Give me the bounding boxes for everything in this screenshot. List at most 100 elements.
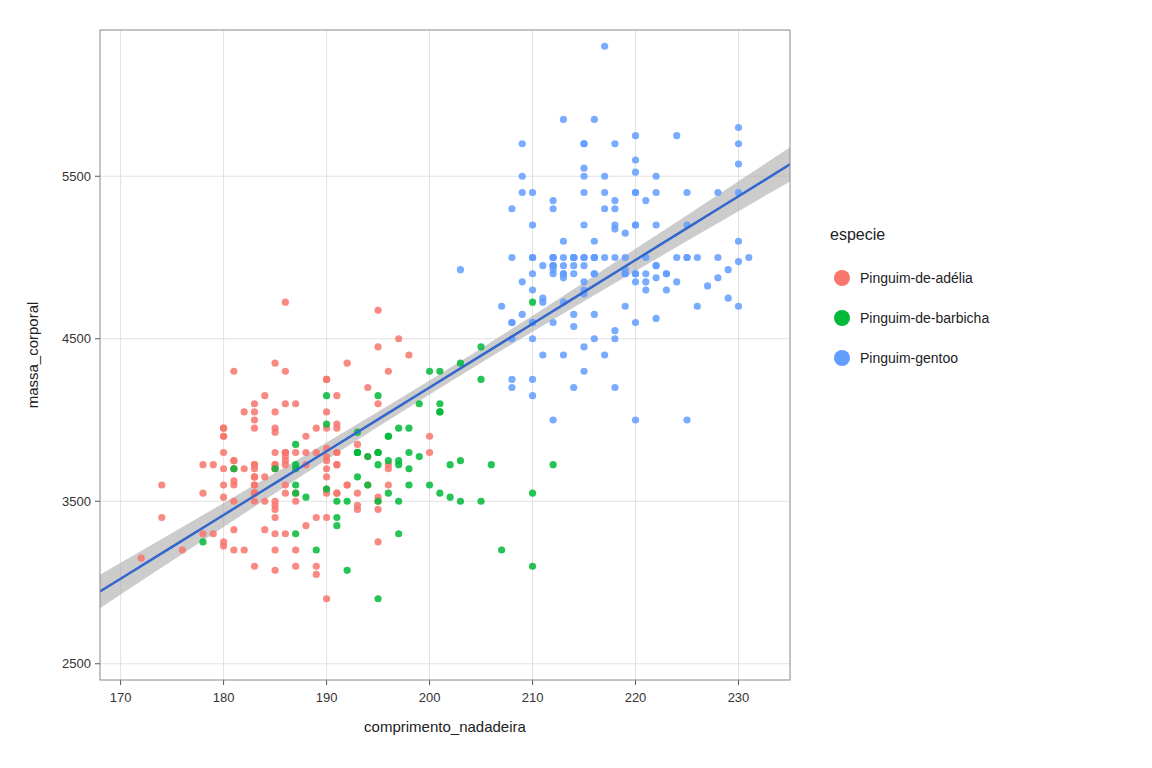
point (580, 262, 587, 269)
point (354, 449, 361, 456)
point (601, 351, 608, 358)
point (333, 420, 340, 427)
point (333, 490, 340, 497)
grid-line (635, 30, 636, 680)
point (663, 270, 670, 277)
point (591, 254, 598, 261)
point (220, 542, 227, 549)
point (529, 254, 536, 261)
point (271, 408, 278, 415)
point (642, 270, 649, 277)
point (529, 254, 536, 261)
tick-label: 4500 (62, 331, 91, 346)
point (199, 461, 206, 468)
point (292, 530, 299, 537)
point (416, 400, 423, 407)
point (529, 299, 536, 306)
point (519, 140, 526, 147)
point (714, 254, 721, 261)
point (714, 274, 721, 281)
point (704, 282, 711, 289)
point (611, 254, 618, 261)
point (632, 156, 639, 163)
point (405, 481, 412, 488)
point (302, 494, 309, 501)
point (673, 254, 680, 261)
point (694, 303, 701, 310)
point (241, 465, 248, 472)
point (313, 563, 320, 570)
point (241, 546, 248, 553)
point (374, 461, 381, 468)
point (271, 567, 278, 574)
point (220, 449, 227, 456)
point (436, 408, 443, 415)
point (282, 449, 289, 456)
point (508, 205, 515, 212)
point (220, 481, 227, 488)
point (436, 490, 443, 497)
point (642, 197, 649, 204)
point (580, 254, 587, 261)
legend-marker (834, 350, 850, 366)
point (364, 453, 371, 460)
tick-label: 5500 (62, 169, 91, 184)
point (292, 461, 299, 468)
point (158, 481, 165, 488)
point (344, 498, 351, 505)
point (220, 494, 227, 501)
point (539, 262, 546, 269)
point (632, 169, 639, 176)
point (405, 465, 412, 472)
point (591, 270, 598, 277)
tick-mark (120, 680, 121, 685)
point (230, 465, 237, 472)
point (508, 376, 515, 383)
point (529, 563, 536, 570)
point (364, 481, 371, 488)
point (385, 368, 392, 375)
point (302, 433, 309, 440)
point (251, 481, 258, 488)
point (374, 343, 381, 350)
point (282, 368, 289, 375)
point (374, 506, 381, 513)
point (735, 258, 742, 265)
point (271, 465, 278, 472)
point (323, 465, 330, 472)
point (632, 221, 639, 228)
tick-mark (429, 680, 430, 685)
point (529, 490, 536, 497)
point (405, 351, 412, 358)
grid-line (100, 501, 790, 502)
point (539, 299, 546, 306)
point (683, 416, 690, 423)
point (251, 400, 258, 407)
confidence-band (100, 147, 790, 608)
point (683, 189, 690, 196)
tick-label: 200 (419, 690, 441, 705)
point (251, 461, 258, 468)
point (344, 481, 351, 488)
tick-label: 170 (110, 690, 132, 705)
point (251, 481, 258, 488)
point (653, 189, 660, 196)
point (611, 225, 618, 232)
point (611, 327, 618, 334)
point (374, 449, 381, 456)
point (622, 303, 629, 310)
point (550, 254, 557, 261)
point (570, 323, 577, 330)
point (385, 490, 392, 497)
point (220, 433, 227, 440)
tick-label: 180 (213, 690, 235, 705)
point (210, 461, 217, 468)
point (158, 514, 165, 521)
point (374, 307, 381, 314)
tick-mark (95, 501, 100, 502)
point (374, 449, 381, 456)
point (529, 286, 536, 293)
point (292, 490, 299, 497)
point (405, 425, 412, 432)
point (282, 530, 289, 537)
